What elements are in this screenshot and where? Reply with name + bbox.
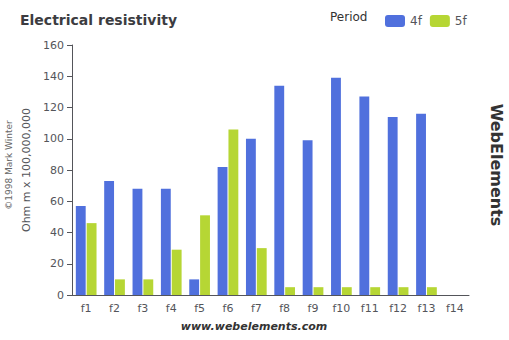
svg-text:©1998 Mark Winter: ©1998 Mark Winter (4, 120, 14, 210)
svg-text:f11: f11 (361, 302, 379, 315)
svg-text:f13: f13 (418, 302, 436, 315)
svg-text:100: 100 (43, 132, 64, 145)
svg-text:f2: f2 (109, 302, 120, 315)
svg-text:160: 160 (43, 39, 64, 52)
svg-text:4f: 4f (410, 14, 423, 28)
svg-text:f10: f10 (332, 302, 350, 315)
svg-text:f14: f14 (446, 302, 464, 315)
svg-text:f1: f1 (81, 302, 92, 315)
svg-text:f7: f7 (251, 302, 262, 315)
svg-text:f5: f5 (194, 302, 205, 315)
svg-text:20: 20 (50, 257, 64, 270)
svg-text:www.webelements.com: www.webelements.com (181, 320, 327, 333)
svg-text:f9: f9 (308, 302, 319, 315)
svg-text:Electrical resistivity: Electrical resistivity (20, 12, 177, 28)
svg-text:0: 0 (57, 289, 64, 302)
svg-text:f6: f6 (223, 302, 234, 315)
svg-text:Ohm m x 100,000,000: Ohm m x 100,000,000 (20, 108, 33, 232)
svg-text:60: 60 (50, 195, 64, 208)
svg-text:80: 80 (50, 164, 64, 177)
svg-text:40: 40 (50, 226, 64, 239)
svg-text:f8: f8 (279, 302, 290, 315)
svg-text:140: 140 (43, 70, 64, 83)
svg-text:f4: f4 (166, 302, 177, 315)
svg-text:Period: Period (330, 10, 367, 24)
svg-text:5f: 5f (455, 14, 468, 28)
svg-text:f12: f12 (389, 302, 407, 315)
svg-text:120: 120 (43, 101, 64, 114)
svg-text:WebElements: WebElements (487, 104, 506, 227)
svg-text:f3: f3 (137, 302, 148, 315)
